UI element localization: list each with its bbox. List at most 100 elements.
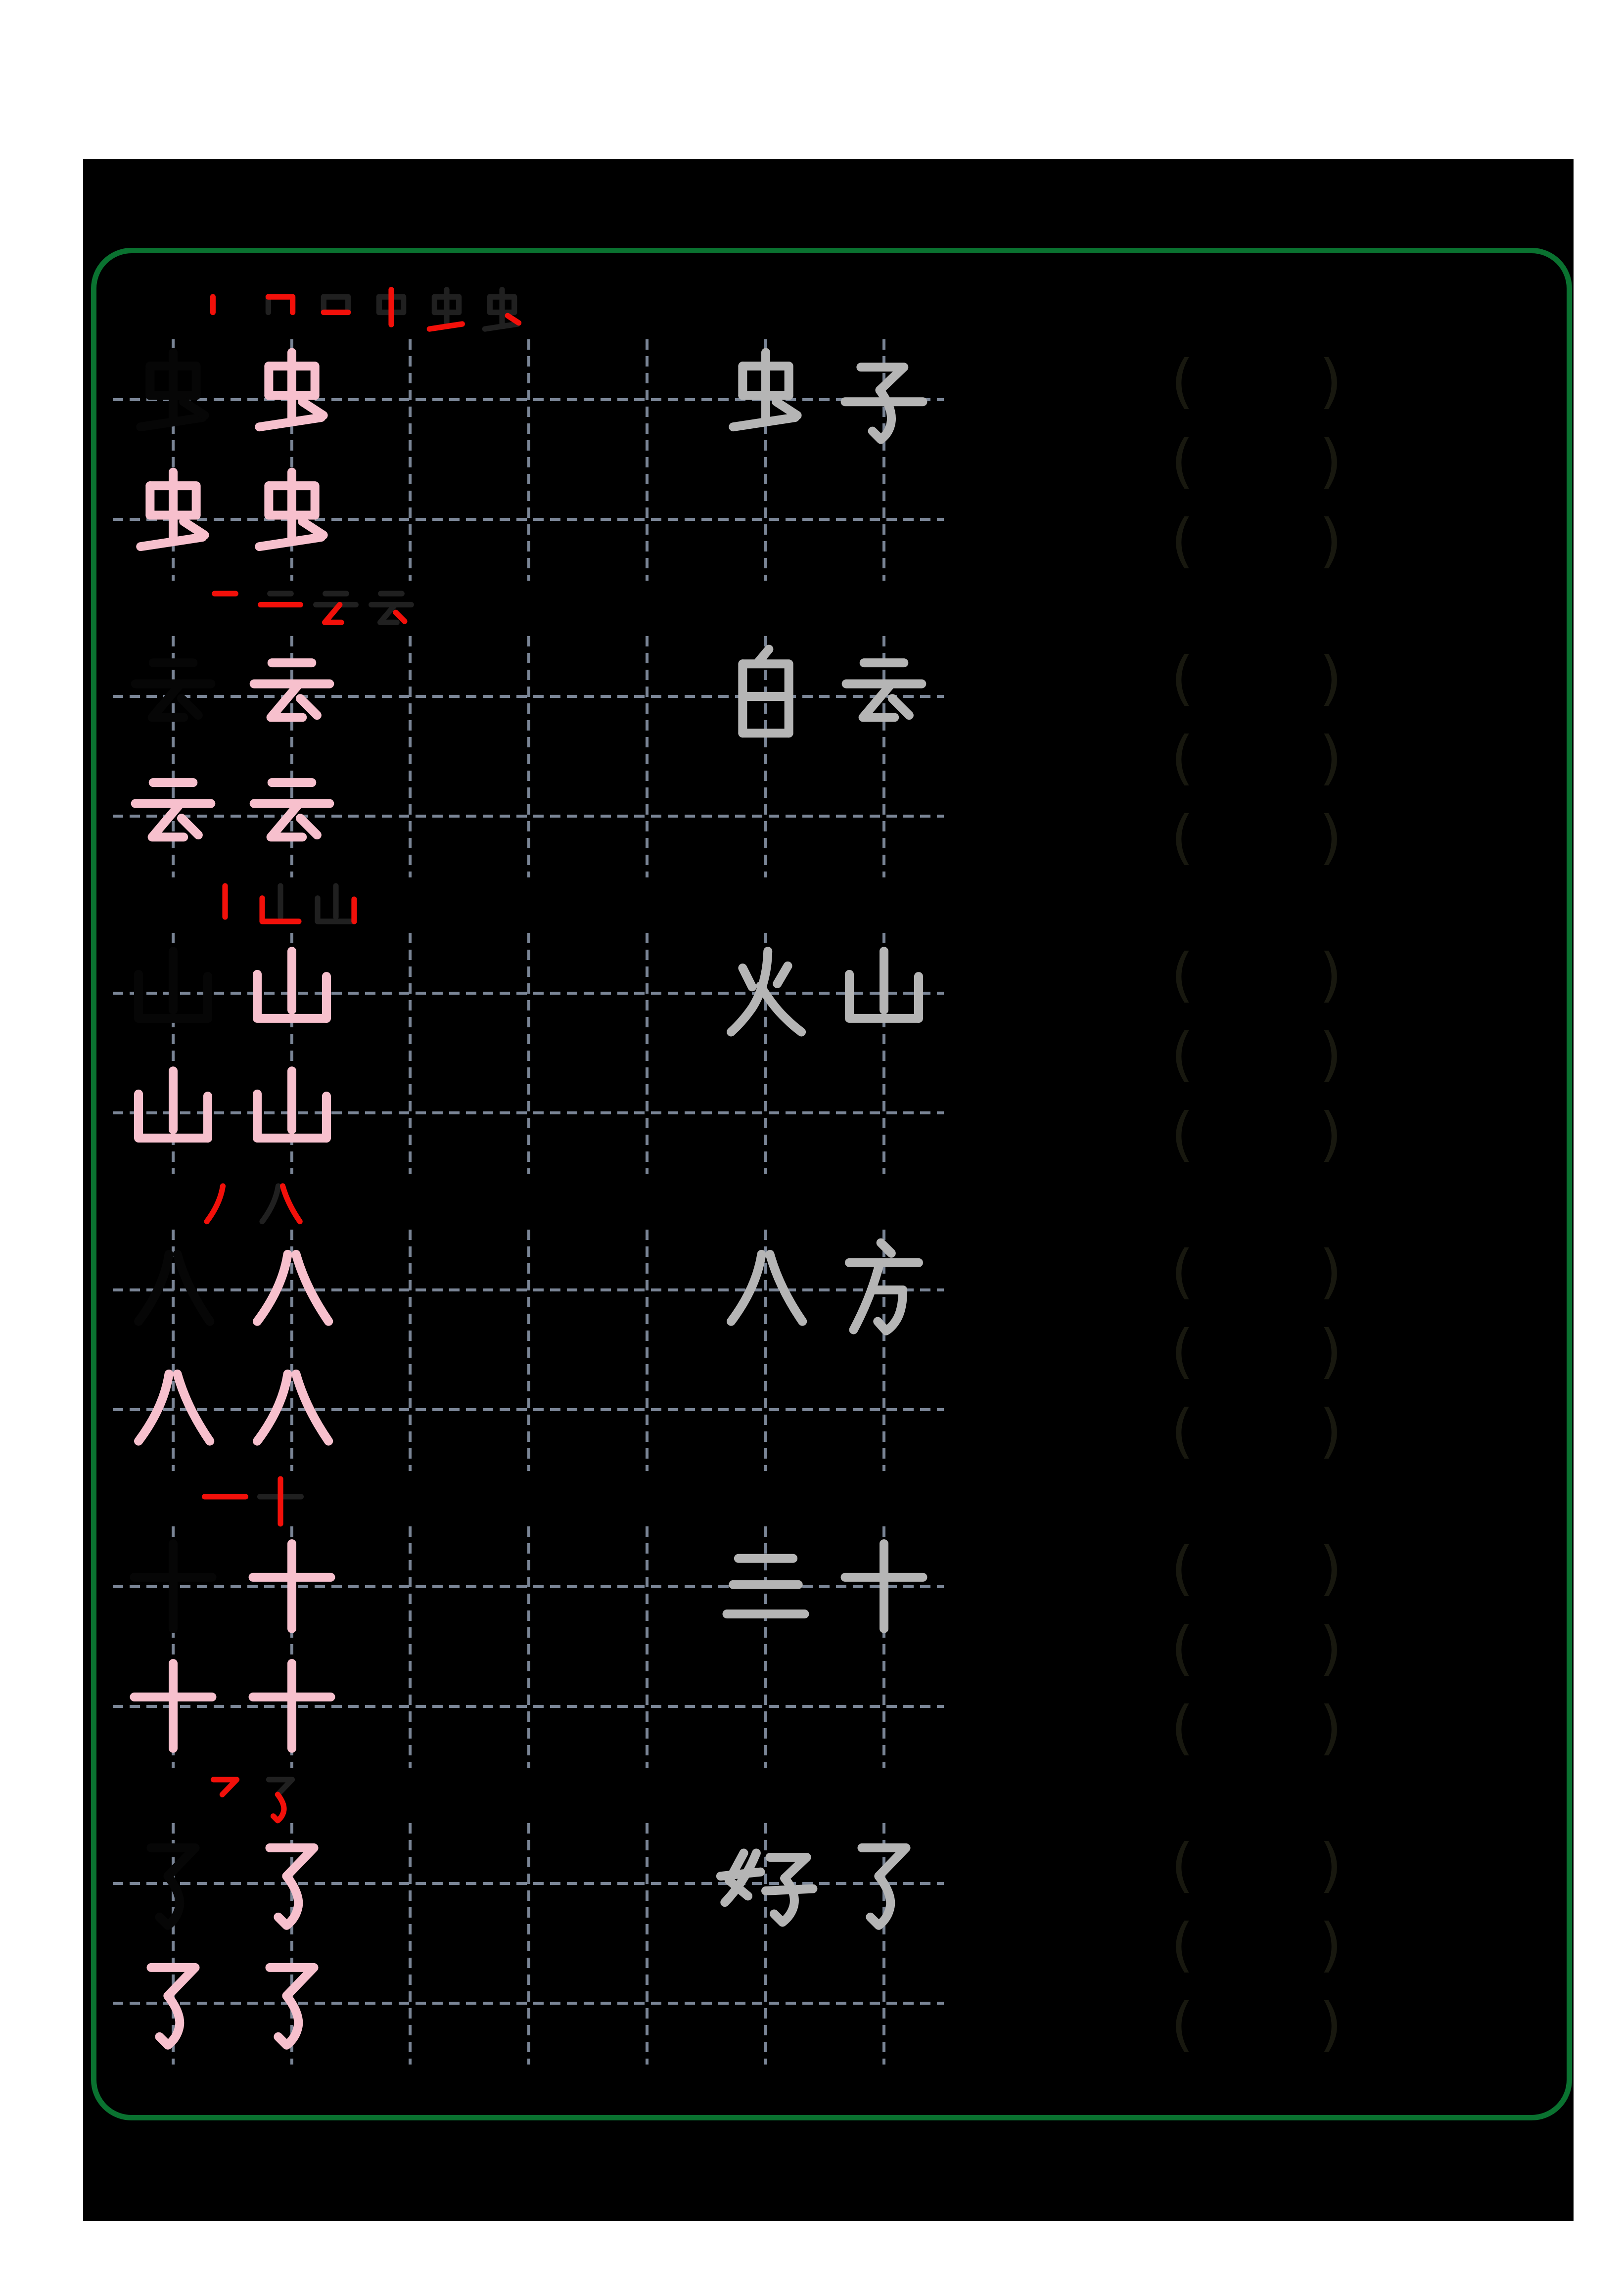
trace-char	[239, 764, 344, 869]
guide-line-vertical	[290, 636, 293, 877]
stroke-order-step	[253, 1177, 308, 1233]
guide-line-vertical	[646, 636, 649, 877]
trace-char	[121, 1951, 226, 2056]
trace-char	[239, 941, 344, 1046]
stroke-order-step	[253, 1474, 308, 1529]
answer-paren-close: )	[1319, 1237, 1343, 1306]
guide-line-vertical	[172, 636, 175, 877]
answer-paren-close: )	[1319, 1317, 1343, 1385]
guide-line-vertical	[764, 636, 767, 877]
guide-line-vertical	[409, 636, 412, 877]
guide-line-vertical	[646, 1230, 649, 1471]
word-char	[832, 347, 936, 452]
guide-line-vertical	[882, 636, 885, 877]
stroke-order-step	[197, 287, 253, 342]
answer-paren-close: )	[1319, 1396, 1343, 1465]
stroke-order-step	[253, 287, 308, 342]
word-char	[832, 644, 936, 749]
answer-paren-open: (	[1170, 1613, 1194, 1682]
guide-line-vertical	[882, 1230, 885, 1471]
trace-char	[121, 1357, 226, 1462]
guide-line-vertical	[172, 1230, 175, 1471]
model-char	[121, 941, 226, 1046]
guide-line-vertical	[409, 1230, 412, 1471]
word-char	[713, 1238, 818, 1342]
answer-paren-open: (	[1170, 1317, 1194, 1385]
stroke-order-step	[197, 1177, 253, 1233]
answer-paren-close: )	[1319, 1020, 1343, 1089]
guide-line-vertical	[290, 933, 293, 1174]
answer-paren-open: (	[1170, 1831, 1194, 1899]
black-sheet	[83, 159, 1574, 2221]
trace-char	[239, 1654, 344, 1759]
guide-line-vertical	[764, 339, 767, 581]
answer-paren-open: (	[1170, 1396, 1194, 1465]
trace-char	[239, 1238, 344, 1342]
answer-paren-close: )	[1319, 1831, 1343, 1899]
answer-paren-open: (	[1170, 1100, 1194, 1168]
guide-line-vertical	[882, 339, 885, 581]
model-char	[121, 644, 226, 749]
stroke-order-step	[364, 287, 419, 342]
answer-paren-open: (	[1170, 1020, 1194, 1089]
trace-char	[239, 467, 344, 572]
guide-line-vertical	[172, 1823, 175, 2065]
guide-line-vertical	[764, 1230, 767, 1471]
guide-line-vertical	[646, 1526, 649, 1768]
guide-line-vertical	[409, 1823, 412, 2065]
answer-paren-open: (	[1170, 1534, 1194, 1603]
guide-line-vertical	[409, 1526, 412, 1768]
guide-line-vertical	[764, 933, 767, 1174]
trace-char	[121, 1060, 226, 1165]
guide-line-vertical	[646, 933, 649, 1174]
guide-line-vertical	[882, 1823, 885, 2065]
stroke-order-step	[197, 880, 253, 936]
answer-paren-open: (	[1170, 1910, 1194, 1979]
answer-paren-close: )	[1319, 940, 1343, 1009]
guide-line-vertical	[409, 933, 412, 1174]
guide-line-vertical	[527, 1230, 530, 1471]
answer-paren-open: (	[1170, 1237, 1194, 1306]
guide-line-vertical	[290, 1823, 293, 2065]
guide-line-vertical	[882, 1526, 885, 1768]
answer-paren-close: )	[1319, 1910, 1343, 1979]
guide-line-vertical	[172, 339, 175, 581]
answer-paren-close: )	[1319, 1990, 1343, 2059]
word-char	[832, 1534, 936, 1639]
answer-paren-close: )	[1319, 1613, 1343, 1682]
answer-paren-close: )	[1319, 506, 1343, 575]
word-char	[832, 941, 936, 1046]
guide-line-vertical	[527, 339, 530, 581]
answer-paren-close: )	[1319, 426, 1343, 495]
stroke-order-step	[197, 584, 253, 639]
answer-paren-open: (	[1170, 347, 1194, 415]
answer-paren-open: (	[1170, 723, 1194, 792]
answer-paren-close: )	[1319, 803, 1343, 872]
stroke-order-step	[253, 584, 308, 639]
word-char	[832, 1831, 936, 1936]
stroke-order-step	[308, 880, 364, 936]
trace-char	[239, 1831, 344, 1936]
guide-line-vertical	[646, 1823, 649, 2065]
guide-line-vertical	[764, 1526, 767, 1768]
stroke-order-step	[253, 880, 308, 936]
stroke-order-step	[474, 287, 530, 342]
stroke-order-step	[253, 1771, 308, 1826]
trace-char	[239, 1357, 344, 1462]
stroke-order-step	[419, 287, 474, 342]
guide-line-vertical	[882, 933, 885, 1174]
word-char	[832, 1238, 936, 1342]
guide-line-vertical	[290, 339, 293, 581]
guide-line-vertical	[172, 1526, 175, 1768]
guide-line-vertical	[527, 636, 530, 877]
stroke-order-step	[197, 1474, 253, 1529]
trace-char	[121, 1654, 226, 1759]
answer-paren-open: (	[1170, 506, 1194, 575]
model-char	[121, 1534, 226, 1639]
trace-char	[239, 1060, 344, 1165]
guide-line-vertical	[172, 933, 175, 1174]
guide-line-vertical	[290, 1526, 293, 1768]
guide-line-vertical	[290, 1230, 293, 1471]
answer-paren-close: )	[1319, 1100, 1343, 1168]
